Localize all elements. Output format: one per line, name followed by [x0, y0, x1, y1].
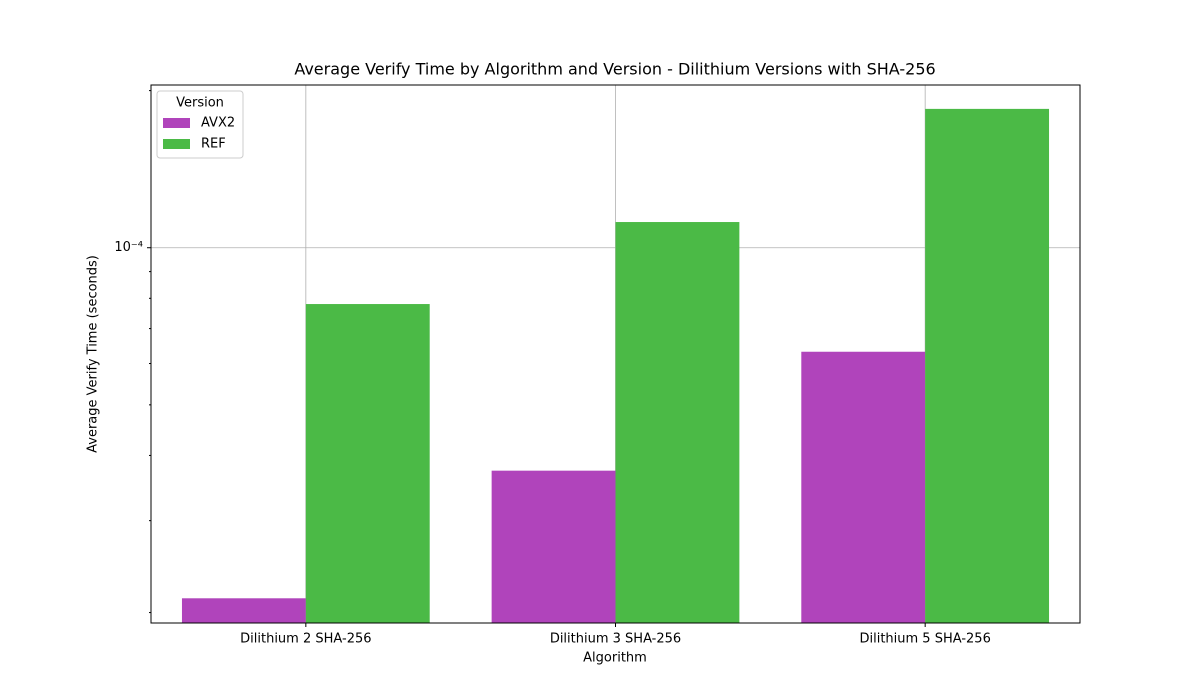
bar — [305, 304, 430, 623]
bar — [181, 598, 306, 623]
legend-title: Version — [176, 96, 224, 111]
chart-title: Average Verify Time by Algorithm and Ver… — [294, 60, 935, 79]
x-tick-label: Dilithium 5 SHA-256 — [859, 632, 990, 647]
bar — [615, 222, 740, 623]
bar — [801, 351, 926, 623]
legend-label: AVX2 — [201, 116, 235, 131]
legend-swatch — [163, 139, 190, 149]
x-axis-label: Algorithm — [583, 651, 647, 666]
plot-frame — [150, 84, 1081, 624]
legend-label: REF — [201, 137, 226, 152]
legend-swatch — [163, 118, 190, 128]
y-axis-label: Average Verify Time (seconds) — [86, 255, 101, 453]
bar — [925, 108, 1050, 624]
y-tick-label: 10⁻⁴ — [114, 240, 143, 255]
bar — [491, 470, 616, 623]
x-tick-label: Dilithium 2 SHA-256 — [240, 632, 371, 647]
x-tick-label: Dilithium 3 SHA-256 — [550, 632, 681, 647]
